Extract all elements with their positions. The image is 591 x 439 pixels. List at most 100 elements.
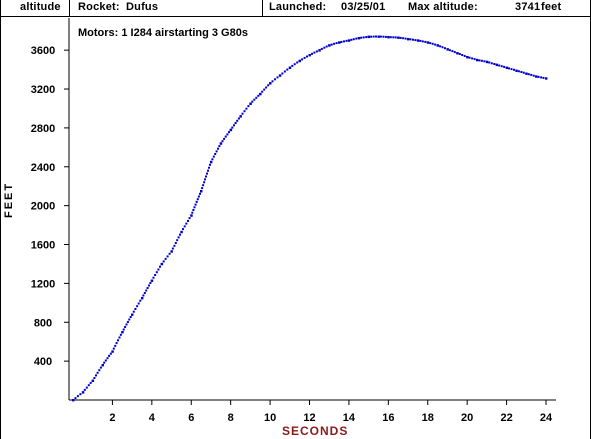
trace-dot <box>355 37 358 40</box>
trace-dot <box>434 43 437 46</box>
trace-dot <box>399 36 402 39</box>
x-tick-label: 10 <box>264 412 276 424</box>
trace-dot <box>228 131 230 134</box>
trace-dot <box>211 158 214 161</box>
trace-dot <box>404 37 407 40</box>
y-tick-label: 1200 <box>31 278 55 290</box>
trace-dot <box>419 39 422 42</box>
trace-dot <box>217 147 219 150</box>
trace-dot <box>122 328 125 331</box>
data-point <box>466 56 469 59</box>
data-point <box>456 52 459 55</box>
trace-dot <box>194 203 197 206</box>
trace-dot <box>201 187 204 190</box>
trace-dot <box>362 36 365 39</box>
trace-dot <box>157 268 160 271</box>
header-divider <box>69 0 70 17</box>
data-point <box>200 190 203 193</box>
trace-dot <box>221 140 224 143</box>
launched-date: 03/25/01 <box>341 1 386 13</box>
trace-dot <box>431 42 434 45</box>
data-point <box>288 66 292 69</box>
trace-dot <box>461 54 464 56</box>
trace-dot <box>306 55 308 58</box>
trace-dot <box>134 308 137 310</box>
trace-dot <box>207 169 209 172</box>
data-point <box>397 36 400 39</box>
y-tick-label: 3200 <box>31 84 55 96</box>
data-point <box>377 35 380 38</box>
y-tick-label: 2000 <box>31 201 55 213</box>
trace-dot <box>241 112 244 115</box>
trace-dot <box>394 36 397 39</box>
x-tick-label: 22 <box>500 412 512 424</box>
trace-dot <box>112 347 115 350</box>
trace-dot <box>500 65 503 68</box>
trace-dot <box>99 366 102 369</box>
data-point <box>426 41 430 44</box>
x-tick-label: 12 <box>303 412 315 424</box>
trace-dot <box>251 100 254 103</box>
y-tick-label: 1600 <box>31 240 55 252</box>
trace-dot <box>142 294 145 297</box>
trace-dot <box>508 67 510 70</box>
data-point <box>111 350 114 353</box>
trace-dot <box>448 49 451 52</box>
trace-dot <box>488 61 491 64</box>
data-point <box>170 250 173 253</box>
trace-dot <box>119 333 122 336</box>
trace-dot <box>193 206 196 209</box>
trace-dot <box>542 76 545 79</box>
trace-dot <box>108 354 111 357</box>
trace-dot <box>453 51 456 54</box>
x-tick-label: 4 <box>149 412 156 424</box>
x-axis-label: SECONDS <box>282 424 349 438</box>
trace-dot <box>192 209 195 211</box>
trace-dot <box>301 58 304 61</box>
trace-dot <box>195 200 198 203</box>
trace-dot <box>103 361 106 364</box>
data-point <box>347 39 351 42</box>
trace-dot <box>537 75 540 78</box>
x-tick-label: 16 <box>382 412 394 424</box>
data-point <box>318 49 321 52</box>
mode-label[interactable]: altitude <box>20 1 61 13</box>
trace-dot <box>124 326 127 328</box>
trace-dot <box>247 105 250 108</box>
trace-dot <box>98 369 101 372</box>
data-point <box>387 36 390 39</box>
data-point <box>259 92 262 96</box>
data-point <box>131 313 134 316</box>
trace-dot <box>517 70 520 73</box>
data-point <box>160 262 164 266</box>
x-tick-label: 24 <box>540 412 553 424</box>
trace-dot <box>205 175 207 178</box>
trace-dot <box>87 384 90 387</box>
trace-dot <box>271 80 274 83</box>
y-tick-label: 800 <box>34 317 52 329</box>
trace-dot <box>224 135 227 138</box>
trace-dot <box>286 68 289 71</box>
trace-dot <box>409 38 412 41</box>
trace-dot <box>199 192 201 195</box>
trace-dot <box>173 244 176 247</box>
x-tick-label: 18 <box>422 412 434 424</box>
data-point <box>367 35 370 39</box>
trace-dot <box>503 65 506 68</box>
rocket-label: Rocket: <box>78 1 120 13</box>
trace-dot <box>154 274 157 276</box>
trace-dot <box>243 110 246 113</box>
data-point <box>121 331 124 334</box>
trace-dot <box>206 172 208 175</box>
trace-dot <box>226 133 229 136</box>
motors-note: Motors: 1 I284 airstarting 3 G80s <box>78 27 248 39</box>
trace-dot <box>96 371 99 374</box>
trace-dot <box>274 78 276 81</box>
trace-dot <box>176 239 179 242</box>
x-tick-label: 20 <box>461 412 473 424</box>
y-tick-label: 2400 <box>31 162 55 174</box>
data-point <box>91 379 95 382</box>
data-point <box>525 72 528 75</box>
trace-dot <box>196 198 199 201</box>
